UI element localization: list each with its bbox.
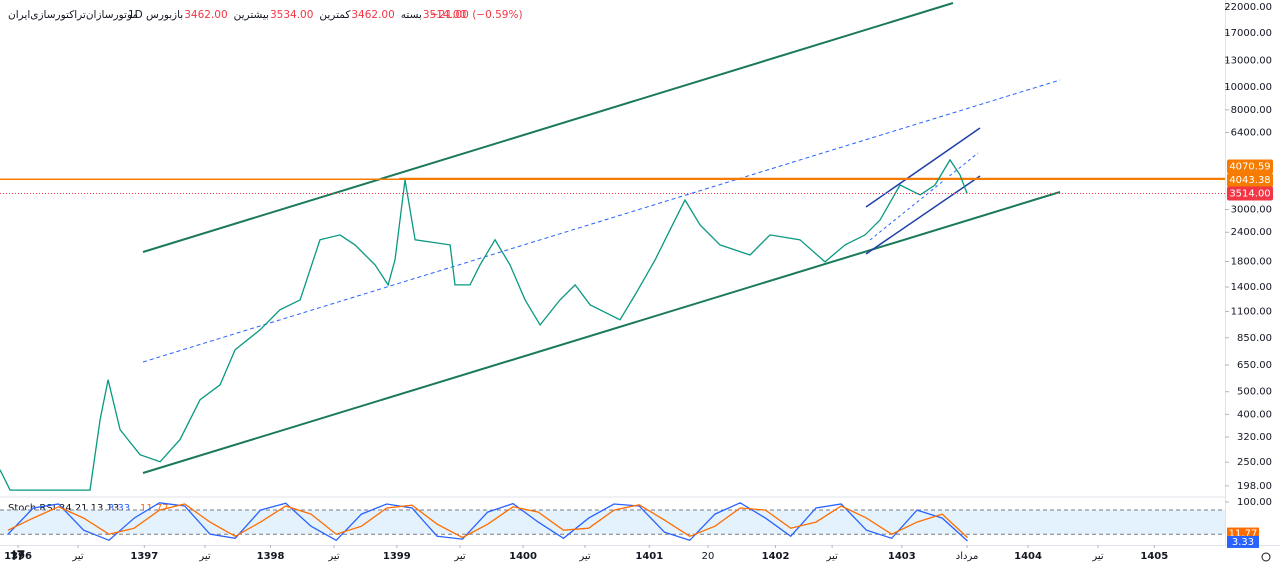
trendlines (142, 2, 1061, 474)
indicator-d-value: 11.77 (140, 503, 169, 514)
y-tick-label: 22000.00 (1224, 2, 1272, 13)
x-tick-label: 1399 (383, 551, 411, 562)
small-channel-upper (865, 127, 981, 208)
y-tick-label: 500.00 (1237, 387, 1272, 398)
exchange: بورس (146, 9, 172, 21)
ohlc-label: بیشترین (234, 9, 269, 21)
header: موتورسازان‌تراکتورسازی‌ایران 1D بورس −21… (8, 9, 523, 21)
ohlc-label: باز (171, 9, 183, 21)
price-tag (1227, 186, 1273, 201)
y-tick-label: 198.00 (1237, 481, 1272, 492)
ohlc-label: کمترین (319, 9, 350, 21)
x-tick-label: 1403 (888, 551, 916, 562)
x-tick-label: تیر (578, 551, 591, 562)
price-axis-bg (1225, 0, 1280, 567)
ohlc-value: 3514.00 (423, 9, 466, 21)
tv-logo: 𝟏𝟕 (10, 549, 25, 564)
y-tick-label: 13000.00 (1224, 55, 1272, 66)
x-tick-label: تیر (198, 551, 211, 562)
series-line (0, 158, 968, 491)
y-tick-label: 320.00 (1237, 432, 1272, 443)
price-tag-label: 4043.38 (1229, 175, 1270, 186)
price-tag-label: 3514.00 (1229, 188, 1270, 199)
series-line (7, 502, 968, 542)
stoch-tag-label: 11.77 (1229, 529, 1258, 540)
x-tick-label: تیر (825, 551, 838, 562)
interval: 1D (128, 9, 143, 21)
ohlc-value: 3462.00 (351, 9, 394, 21)
y-tick-label: 10000.00 (1224, 82, 1272, 93)
price-tag-label: 4070.59 (1229, 162, 1270, 173)
stoch-tag-label: 3.33 (1232, 537, 1254, 548)
y-tick-label: 8000.00 (1231, 105, 1272, 116)
y-tick-label: 3000.00 (1231, 205, 1272, 216)
x-tick-label: 1404 (1014, 551, 1042, 562)
indicator-k-value: 3.33 (108, 503, 130, 514)
ohlc-value: 3534.00 (270, 9, 313, 21)
x-tick-label: 1397 (130, 551, 158, 562)
x-tick-label: 1402 (762, 551, 790, 562)
stoch-band (0, 510, 1225, 535)
price-tag (1227, 173, 1273, 188)
y-tick-label: 1100.00 (1231, 307, 1272, 318)
y-tick-label: 850.00 (1237, 333, 1272, 344)
y-tick-label: 1800.00 (1231, 256, 1272, 267)
channel-lower (142, 191, 1061, 474)
x-tick-label: 1400 (509, 551, 537, 562)
change: −21.00 (−0.59%) (430, 9, 523, 21)
small-channel-mid (869, 152, 979, 241)
x-tick-label: مرداد (956, 551, 979, 562)
ohlc-label: بسته (401, 9, 422, 21)
x-tick-label: 1396 (4, 551, 32, 562)
x-tick-label: تیر (1091, 551, 1104, 562)
channel-mid (142, 79, 1061, 363)
x-tick-label: 1405 (1140, 551, 1168, 562)
ohlc-value: 3462.00 (184, 9, 227, 21)
y-tick-label: 650.00 (1237, 360, 1272, 371)
y-tick-label: 1400.00 (1231, 282, 1272, 293)
series-line (7, 503, 968, 539)
x-tick-label: 1401 (635, 551, 663, 562)
x-tick-label: تیر (327, 551, 340, 562)
y-tick-label: 6400.00 (1231, 128, 1272, 139)
settings-icon[interactable] (1261, 552, 1271, 562)
stoch-tick-label: 100.00 (1237, 497, 1272, 508)
x-tick-label: تیر (71, 551, 84, 562)
price-tag (1227, 159, 1273, 174)
x-tick-label: تیر (453, 551, 466, 562)
channel-upper (142, 2, 954, 253)
symbol: موتورسازان‌تراکتورسازی‌ایران (8, 9, 138, 21)
y-tick-label: 2400.00 (1231, 227, 1272, 238)
stoch-tag (1227, 535, 1259, 548)
y-tick-label: 17000.00 (1224, 28, 1272, 39)
y-tick-label: 400.00 (1237, 409, 1272, 420)
x-tick-label: 1398 (257, 551, 285, 562)
small-channel-lower (865, 175, 981, 255)
x-tick-label: 20 (702, 551, 715, 562)
y-tick-label: 250.00 (1237, 457, 1272, 468)
svg-text:𝟏𝟕: 𝟏𝟕 (10, 549, 25, 564)
